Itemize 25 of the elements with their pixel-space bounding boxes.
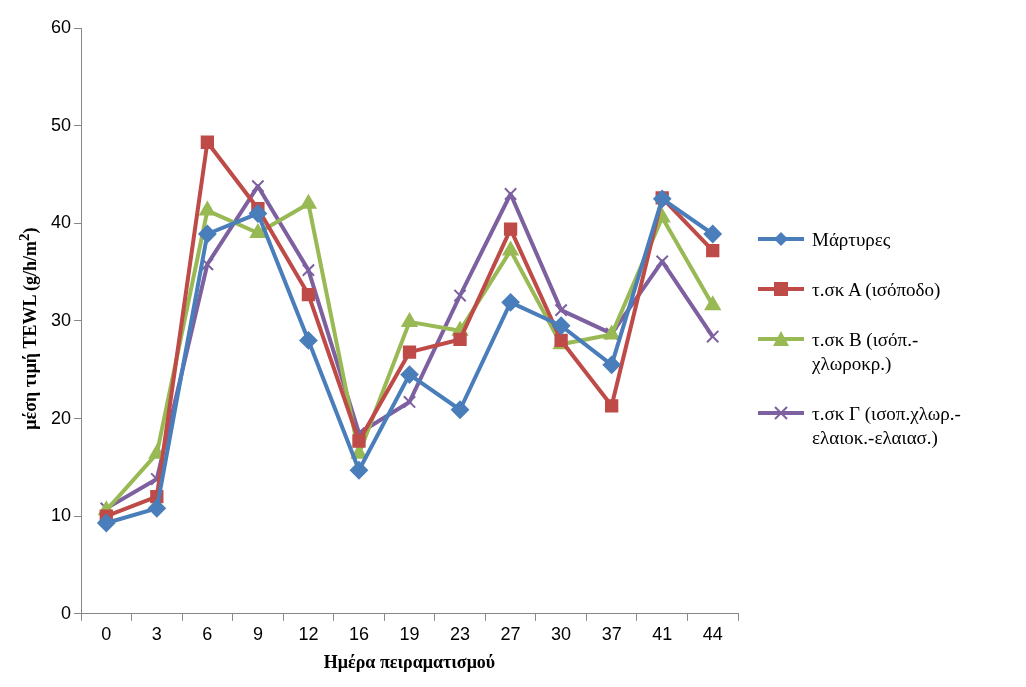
x-tick-label: 37	[601, 623, 622, 644]
legend-label: τ.σκ Α (ισόποδο)	[812, 278, 942, 302]
x-tick-label: 41	[652, 623, 673, 644]
x-tick-label: 16	[348, 623, 369, 644]
legend-label: τ.σκ Γ (ισοπ.χλωρ.-ελαιοκ.-ελαιασ.)	[812, 402, 962, 450]
x-tick-label: 0	[101, 623, 112, 644]
y-tick-label: 0	[61, 602, 72, 623]
y-tick-label: 50	[50, 114, 72, 135]
x-tick-label: 3	[151, 623, 162, 644]
y-tick-label: 60	[50, 16, 72, 37]
y-tick-label: 40	[50, 212, 72, 233]
y-tick-label: 20	[50, 407, 72, 428]
x-tick-label: 19	[399, 623, 420, 644]
x-axis-title: Ημέρα πειραματισμού	[323, 651, 496, 672]
x-tick-label: 27	[500, 623, 521, 644]
x-tick-label: 44	[702, 623, 723, 644]
x-tick-label: 30	[551, 623, 572, 644]
y-tick-label: 30	[50, 309, 72, 330]
x-tick-label: 6	[202, 623, 213, 644]
x-tick-label: 23	[450, 623, 471, 644]
x-tick-label: 9	[252, 623, 263, 644]
x-tick-label: 12	[298, 623, 319, 644]
legend-label: Μάρτυρες	[812, 228, 892, 252]
legend-label: τ.σκ Β (ισόπ.-χλωροκρ.)	[812, 328, 920, 376]
y-tick-label: 10	[50, 505, 72, 526]
